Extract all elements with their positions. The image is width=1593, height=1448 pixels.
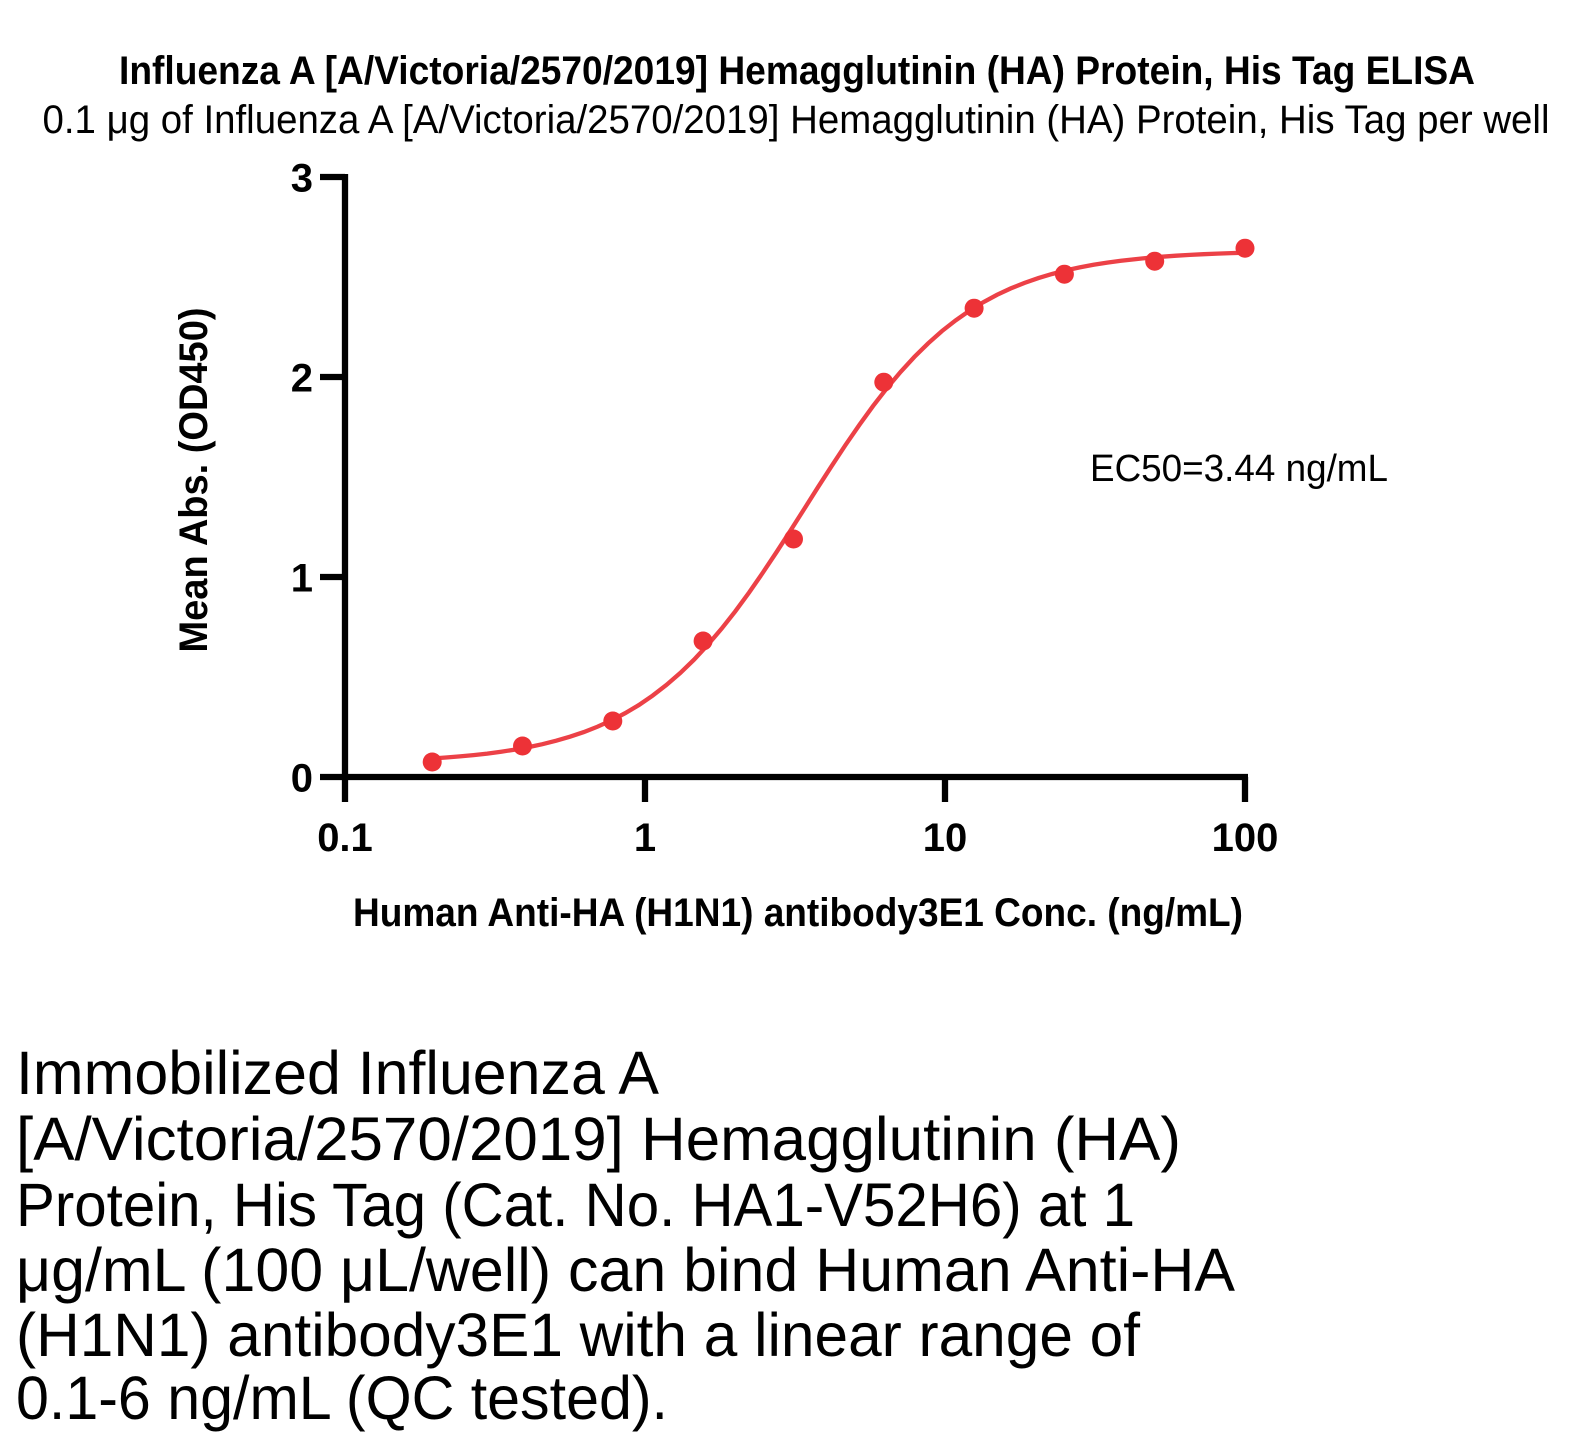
svg-text:100: 100 — [1212, 816, 1279, 860]
svg-text:10: 10 — [923, 816, 968, 860]
svg-text:3: 3 — [291, 157, 313, 201]
svg-text:1: 1 — [634, 816, 656, 860]
svg-text:EC50=3.44 ng/mL: EC50=3.44 ng/mL — [1090, 448, 1388, 490]
svg-text:1: 1 — [291, 557, 313, 601]
svg-text:0: 0 — [291, 757, 313, 801]
svg-text:Influenza A [A/Victoria/2570/2: Influenza A [A/Victoria/2570/2019] Hemag… — [119, 49, 1475, 93]
svg-text:Human Anti-HA (H1N1) antibody3: Human Anti-HA (H1N1) antibody3E1 Conc. (… — [353, 891, 1243, 935]
svg-text:(H1N1) antibody3E1 with a line: (H1N1) antibody3E1 with a linear range o… — [16, 1301, 1141, 1370]
svg-text:0.1-6 ng/mL (QC tested).: 0.1-6 ng/mL (QC tested). — [16, 1364, 668, 1433]
svg-text:Immobilized Influenza A: Immobilized Influenza A — [16, 1039, 659, 1108]
svg-text:2: 2 — [291, 357, 313, 401]
svg-text:[A/Victoria/2570/2019] Hemaggl: [A/Victoria/2570/2019] Hemagglutinin (HA… — [16, 1105, 1181, 1174]
svg-text:μg/mL (100 μL/well) can bind H: μg/mL (100 μL/well) can bind Human Anti-… — [16, 1236, 1235, 1305]
svg-text:Protein, His Tag (Cat. No. HA1: Protein, His Tag (Cat. No. HA1-V52H6) at… — [16, 1171, 1135, 1240]
svg-text:0.1 μg of Influenza A [A/Victo: 0.1 μg of Influenza A [A/Victoria/2570/2… — [43, 98, 1550, 142]
svg-text:Mean Abs. (OD450): Mean Abs. (OD450) — [172, 308, 216, 653]
svg-text:0.1: 0.1 — [317, 816, 373, 860]
